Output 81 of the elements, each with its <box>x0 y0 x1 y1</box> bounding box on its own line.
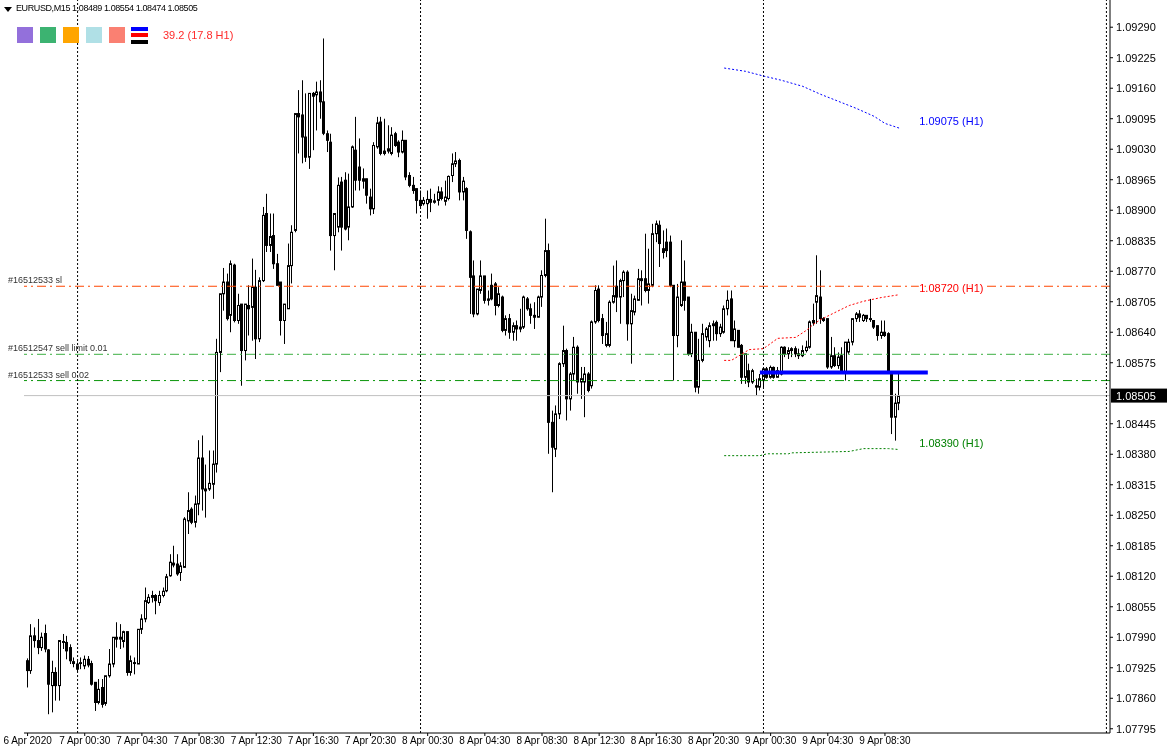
candlestick <box>251 258 254 342</box>
x-tick-label: 7 Apr 12:30 <box>230 735 283 747</box>
candlestick <box>662 229 665 260</box>
candlestick <box>512 321 515 342</box>
y-tick-label: 1.08185 <box>1116 539 1156 552</box>
candlestick <box>658 220 661 268</box>
y-tick-label: 1.08705 <box>1116 295 1156 308</box>
y-tick-label: 1.09095 <box>1116 112 1156 125</box>
candlestick <box>97 678 100 705</box>
candlestick <box>722 304 725 335</box>
line-series <box>723 294 900 361</box>
y-tick-label: 1.07795 <box>1116 722 1156 735</box>
candlestick <box>358 137 361 192</box>
candlestick <box>640 269 643 306</box>
y-tick-label: 1.08055 <box>1116 600 1156 613</box>
y-tick-label: 1.09030 <box>1116 143 1156 156</box>
y-tick-label: 1.08120 <box>1116 570 1156 583</box>
ref-line-label: 1.08505 <box>1116 389 1156 402</box>
ref-line-label: #16512547 sell limit 0.01 <box>8 343 108 354</box>
candlestick <box>390 126 393 156</box>
x-tick-label: 9 Apr 08:30 <box>859 735 911 747</box>
y-tick-label: 1.07925 <box>1116 661 1156 674</box>
y-tick-label: 1.07860 <box>1116 692 1156 705</box>
candlestick <box>429 188 432 213</box>
candlestick <box>387 124 390 154</box>
x-tick-label: 7 Apr 16:30 <box>287 735 340 747</box>
y-tick-label: 1.09290 <box>1116 21 1156 34</box>
x-tick-label: 8 Apr 16:30 <box>630 735 683 747</box>
x-tick-label: 8 Apr 04:30 <box>459 735 511 747</box>
x-tick-label: 7 Apr 04:30 <box>116 735 168 747</box>
candlestick <box>444 180 447 207</box>
candlestick <box>615 259 618 313</box>
y-tick-label: 1.08315 <box>1116 478 1156 491</box>
y-tick-label: 1.08250 <box>1116 509 1156 522</box>
y-tick-label: 1.08445 <box>1116 417 1156 430</box>
x-tick-label: 6 Apr 2020 <box>3 735 53 747</box>
candlestick <box>833 346 836 368</box>
candlestick <box>383 118 386 156</box>
x-tick-label: 8 Apr 00:30 <box>402 735 454 747</box>
candlestick <box>715 320 718 342</box>
candlestick <box>165 573 168 593</box>
ref-line-label: #16512533 sl <box>8 275 63 286</box>
x-tick-label: 8 Apr 12:30 <box>573 735 626 747</box>
x-tick-label: 8 Apr 20:30 <box>687 735 740 747</box>
y-tick-label: 1.08770 <box>1116 265 1156 278</box>
series-label: 1.09075 (H1) <box>919 115 984 128</box>
x-tick-label: 7 Apr 08:30 <box>173 735 226 747</box>
candlestick <box>154 593 157 615</box>
y-tick-label: 1.08575 <box>1116 356 1156 369</box>
x-tick-label: 7 Apr 20:30 <box>344 735 397 747</box>
candlestick <box>815 254 818 325</box>
candlestick <box>494 281 497 316</box>
x-tick-label: 9 Apr 04:30 <box>802 735 854 747</box>
series-label: 1.08390 (H1) <box>919 436 984 449</box>
y-tick-label: 1.09160 <box>1116 82 1156 95</box>
y-tick-label: 1.09225 <box>1116 51 1156 64</box>
candlestick <box>37 618 40 655</box>
y-tick-label: 1.08380 <box>1116 448 1156 461</box>
candlestick <box>712 320 715 342</box>
candlestick <box>426 190 429 220</box>
line-series <box>723 67 900 129</box>
candlestick <box>208 450 211 492</box>
candlestick <box>301 79 304 164</box>
annotation: 39.2 (17.8 H1) <box>163 29 234 42</box>
line-series <box>723 448 900 457</box>
y-tick-label: 1.07990 <box>1116 631 1156 644</box>
candlestick <box>583 366 586 418</box>
chart-title: EURUSD,M15 1.08489 1.08554 1.08474 1.08505 <box>16 3 198 14</box>
candlestick <box>508 313 511 340</box>
candlestick <box>101 678 104 709</box>
y-tick-label: 1.08835 <box>1116 234 1156 247</box>
y-tick-label: 1.08900 <box>1116 204 1156 217</box>
y-tick-label: 1.08965 <box>1116 173 1156 186</box>
candlestick <box>176 553 179 577</box>
candlestick <box>69 643 72 665</box>
x-tick-label: 9 Apr 00:30 <box>745 735 797 747</box>
x-tick-label: 7 Apr 00:30 <box>59 735 111 747</box>
ref-line-label: #16512533 sell 0.02 <box>8 369 90 380</box>
candlestick <box>515 320 518 342</box>
x-tick-label: 8 Apr 08:30 <box>516 735 569 747</box>
y-tick-label: 1.08640 <box>1116 326 1156 339</box>
